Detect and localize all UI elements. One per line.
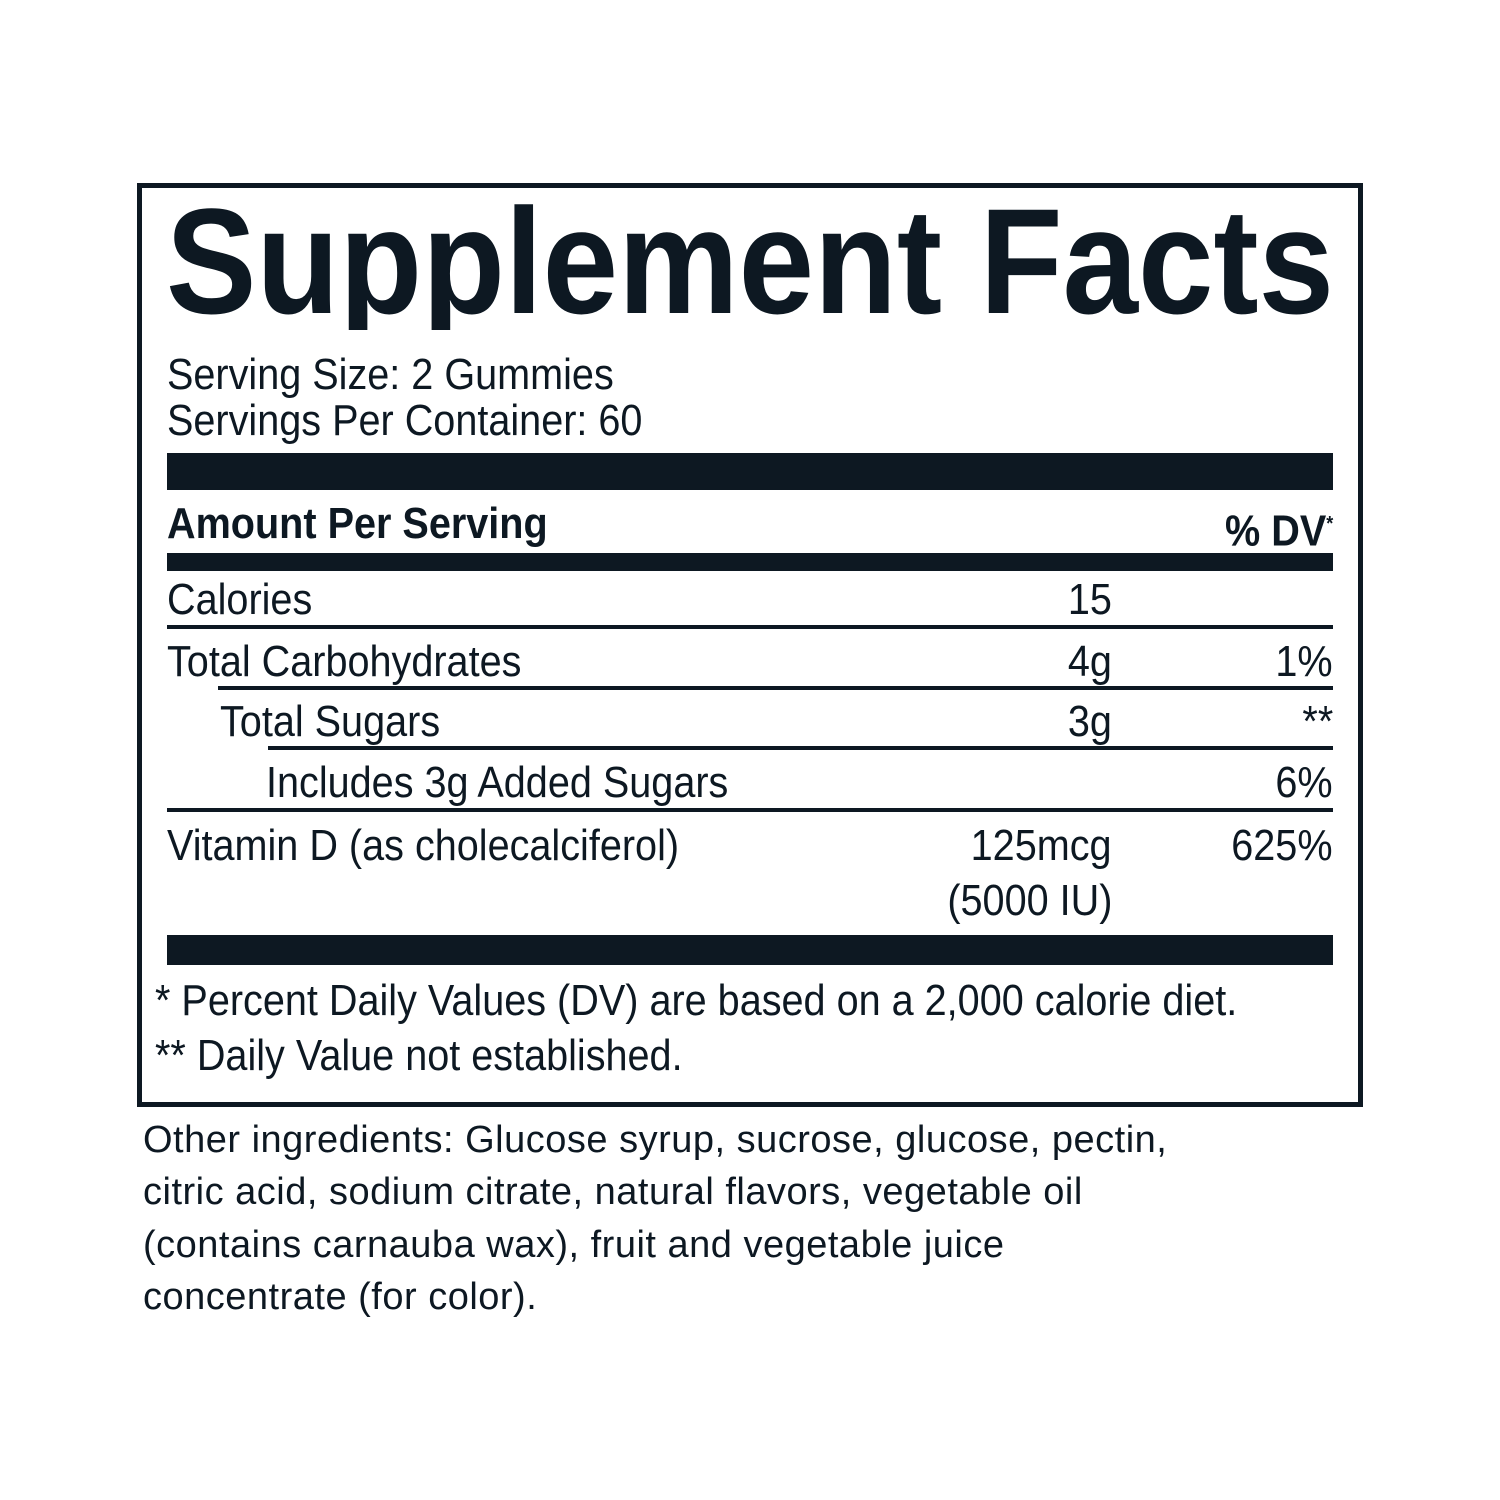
medium-divider	[167, 553, 1333, 571]
dv-asterisk: *	[1325, 513, 1333, 535]
ingredients-line: concentrate (for color).	[143, 1276, 538, 1318]
row-calories-amount: 15	[1067, 575, 1112, 624]
ingredients-line: (contains carnauba wax), fruit and veget…	[143, 1224, 1005, 1266]
thick-divider	[167, 935, 1333, 965]
row-divider	[218, 686, 1333, 690]
footnote-dv: * Percent Daily Values (DV) are based on…	[155, 976, 1238, 1025]
row-added-sugars-name: Includes 3g Added Sugars	[266, 758, 729, 807]
row-carbs-amount: 4g	[1067, 637, 1112, 686]
row-divider	[167, 808, 1333, 812]
supplement-facts-panel	[137, 183, 1363, 1107]
row-sugars-amount: 3g	[1067, 697, 1112, 746]
row-sugars-dv: **	[1302, 697, 1333, 746]
row-carbs-name: Total Carbohydrates	[167, 637, 522, 686]
row-vitamin-d-name: Vitamin D (as cholecalciferol)	[167, 821, 680, 870]
serving-size: Serving Size: 2 Gummies	[167, 350, 614, 399]
amount-per-serving-header: Amount Per Serving	[167, 499, 548, 548]
ingredients-line: Other ingredients: Glucose syrup, sucros…	[143, 1119, 1168, 1161]
row-vitamin-d-dv: 625%	[1231, 821, 1333, 870]
ingredients-line: citric acid, sodium citrate, natural fla…	[143, 1171, 1083, 1213]
row-vitamin-d-amount-iu: (5000 IU)	[946, 876, 1112, 925]
servings-per-container: Servings Per Container: 60	[167, 396, 643, 445]
row-calories-name: Calories	[167, 575, 313, 624]
title-text: Supplement Facts	[166, 195, 1334, 330]
footnote-not-established: ** Daily Value not established.	[155, 1031, 683, 1080]
row-sugars-name: Total Sugars	[220, 697, 441, 746]
row-carbs-dv: 1%	[1275, 637, 1333, 686]
panel-title: Supplement Facts	[166, 195, 1334, 330]
row-added-sugars-dv: 6%	[1275, 758, 1333, 807]
dv-header: % DV*	[1225, 499, 1333, 557]
row-divider	[268, 746, 1333, 750]
row-divider	[167, 625, 1333, 629]
thick-divider	[167, 453, 1333, 490]
dv-header-text: % DV	[1224, 506, 1326, 556]
row-vitamin-d-amount: 125mcg	[971, 821, 1112, 870]
